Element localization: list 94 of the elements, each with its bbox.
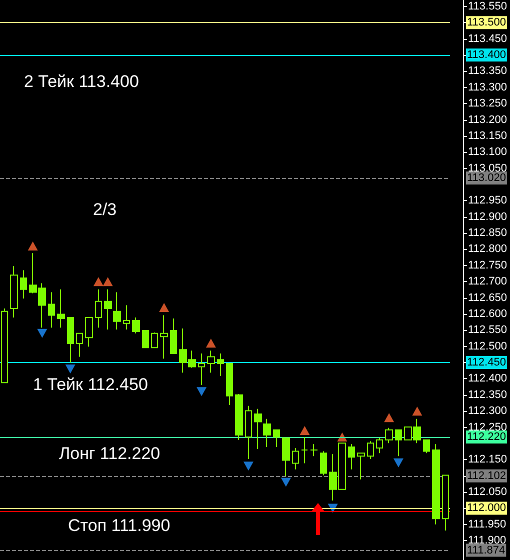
candlestick — [235, 393, 243, 440]
annotation: Лонг 112.220 — [59, 444, 160, 463]
candlestick — [85, 317, 93, 348]
candlestick — [301, 436, 308, 464]
candlestick — [282, 437, 290, 477]
candlestick — [395, 429, 402, 457]
candlestick — [142, 330, 149, 348]
y-tick-label: 113.250 — [468, 98, 507, 110]
annotation: Стоп 111.990 — [68, 516, 170, 535]
candlestick — [226, 363, 233, 406]
candlestick — [367, 440, 374, 460]
candlestick — [442, 474, 449, 532]
point — [102, 277, 113, 286]
ref-line-label: 112.000 — [467, 502, 506, 514]
candlestick — [217, 352, 224, 376]
y-tick-label: 111.900 — [468, 534, 506, 547]
candlestick — [357, 452, 365, 480]
candlestick — [292, 448, 299, 470]
candlestick — [10, 266, 18, 318]
candlestick — [320, 450, 327, 476]
y-tick-label: 112.850 — [468, 227, 507, 240]
annotation: 2 Тейк 113.400 — [24, 72, 139, 91]
y-tick-label: 112.700 — [468, 276, 507, 288]
ref-line-label: 112.102 — [467, 470, 506, 482]
point — [280, 478, 291, 487]
point — [384, 413, 394, 422]
candlestick — [348, 444, 355, 470]
candlestick — [1, 308, 8, 384]
candlestick — [67, 317, 74, 364]
candlestick — [207, 350, 215, 374]
y-tick-label: 113.050 — [468, 162, 507, 174]
point — [300, 426, 310, 436]
candlestick — [57, 288, 65, 328]
ref-line-label: 111.874 — [467, 544, 506, 556]
candlestick — [160, 314, 168, 360]
candlestick — [113, 292, 121, 330]
point — [196, 387, 207, 396]
ref-line-label: 113.400 — [467, 49, 506, 62]
candlestick — [95, 288, 102, 328]
candlestick — [254, 408, 262, 450]
y-tick-label: 112.150 — [468, 454, 507, 466]
y-tick-label: 113.300 — [468, 81, 507, 94]
point — [93, 277, 104, 286]
y-tick-label: 112.650 — [468, 292, 507, 304]
candlestick — [385, 427, 393, 444]
annotation: 2/3 — [93, 200, 117, 219]
candlestick — [170, 318, 177, 354]
y-tick-label: 112.900 — [468, 210, 507, 223]
candlestick — [245, 405, 252, 460]
ref-line-label: 112.220 — [467, 430, 506, 443]
candlestick — [310, 444, 318, 457]
y-tick-label: 113.550 — [468, 0, 507, 12]
y-tick-label: 112.300 — [468, 405, 507, 418]
y-tick-label: 112.500 — [468, 340, 507, 352]
candlestick — [423, 439, 430, 454]
candlestick — [76, 332, 83, 358]
ref-line-label: 112.450 — [467, 356, 506, 369]
point — [65, 364, 76, 374]
y-tick-label: 113.350 — [468, 65, 507, 78]
ref-line-label: 113.500 — [467, 16, 506, 29]
y-tick-label: 112.400 — [468, 372, 507, 385]
ref-line-label: 113.020 — [467, 172, 506, 184]
y-tick-label: 113.200 — [468, 114, 507, 126]
candlestick — [198, 352, 205, 386]
y-tick-label: 113.100 — [468, 146, 507, 158]
y-tick-label: 112.550 — [468, 324, 507, 336]
y-tick-label: 112.600 — [468, 308, 507, 320]
annotation: 1 Тейк 112.450 — [33, 375, 148, 394]
point — [393, 458, 404, 468]
point — [243, 462, 254, 471]
point — [28, 242, 38, 251]
candlestick — [20, 270, 27, 299]
point — [412, 406, 422, 416]
candlestick — [263, 418, 271, 448]
candlestick — [151, 332, 158, 348]
candlestick — [376, 437, 383, 454]
y-tick-label: 112.250 — [468, 421, 507, 434]
point — [206, 338, 216, 348]
candlestick — [104, 288, 112, 330]
y-tick-label: 112.950 — [468, 194, 507, 207]
y-tick-label: 113.450 — [468, 32, 507, 45]
candlestick — [432, 444, 440, 525]
y-tick-label: 112.800 — [468, 243, 507, 256]
y-tick-label: 112.750 — [468, 259, 507, 272]
y-tick-label: 112.350 — [468, 388, 507, 401]
candlestick — [48, 292, 55, 328]
candlestick — [132, 317, 140, 334]
y-tick-label: 112.050 — [468, 486, 507, 498]
candlestick — [273, 429, 280, 448]
point — [159, 303, 170, 312]
y-tick-label: 111.950 — [468, 518, 506, 530]
candlestick — [123, 304, 130, 330]
y-tick-label: 113.150 — [468, 130, 507, 142]
point — [37, 328, 48, 338]
